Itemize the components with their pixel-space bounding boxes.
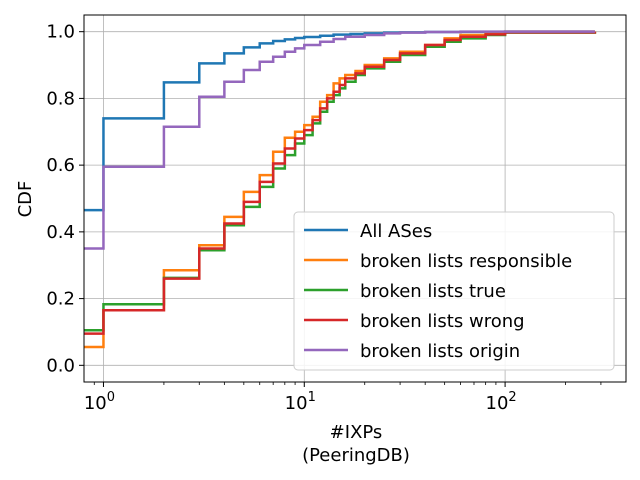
legend-label: broken lists true	[360, 281, 506, 302]
x-tick-label: 100	[84, 390, 115, 414]
y-tick-label: 1.0	[46, 22, 75, 43]
y-tick-label: 0.4	[46, 222, 75, 243]
series-lines	[84, 30, 597, 349]
axis-ticks: 0.0 0.2 0.4 0.6 0.8 1.0 100 101 102	[46, 22, 602, 414]
y-tick-label: 0.2	[46, 289, 75, 310]
x-axis-label: #IXPs	[330, 422, 383, 443]
axes-frame	[83, 14, 627, 383]
y-tick-label: 0.8	[46, 88, 75, 109]
series-line	[84, 30, 595, 250]
x-tick-label: 102	[486, 390, 517, 414]
series-line	[84, 31, 597, 335]
legend-label: broken lists responsible	[360, 251, 572, 272]
x-axis-sublabel: (PeeringDB)	[302, 445, 410, 466]
legend-box	[293, 211, 615, 371]
y-tick-label: 0.0	[46, 355, 75, 376]
legend: All ASes broken lists responsible broken l…	[293, 211, 615, 371]
x-tick-label: 101	[285, 390, 316, 414]
legend-label: broken lists origin	[360, 341, 520, 362]
y-tick-label: 0.6	[46, 155, 75, 176]
y-axis-label: CDF	[15, 181, 36, 218]
legend-label: All ASes	[360, 221, 432, 242]
legend-label: broken lists wrong	[360, 311, 525, 332]
